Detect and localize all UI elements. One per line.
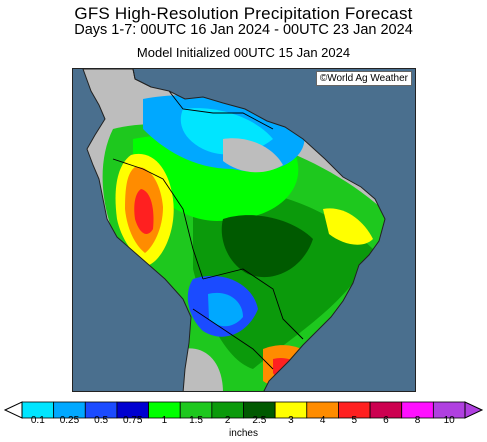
- forecast-period: Days 1-7: 00UTC 16 Jan 2024 - 00UTC 23 J…: [74, 22, 413, 38]
- colorbar-tick-label: 2: [224, 415, 231, 426]
- colorbar-units: inches: [229, 428, 258, 439]
- colorbar-tick-label: 1.5: [189, 415, 203, 426]
- precipitation-map: ©World Ag Weather: [72, 68, 416, 392]
- rain-2-5in-central: [221, 215, 313, 278]
- colorbar-tick-label: 0.75: [123, 415, 143, 426]
- colorbar-tick-label: 2.5: [252, 415, 267, 426]
- colorbar-tick-label: 0.25: [59, 415, 80, 426]
- rain-5in-andes: [134, 189, 154, 234]
- colorbar-left-arrow: [3, 401, 23, 419]
- colorbar-tick-label: 0.1: [30, 415, 45, 426]
- colorbar-tick-label: 10: [443, 415, 455, 426]
- colorbar-tick-label: 3: [288, 415, 294, 426]
- colorbar-right-arrow: [464, 401, 484, 419]
- colorbar-tick-label: 4: [319, 415, 326, 426]
- model-init-time: Model Initialized 00UTC 15 Jan 2024: [136, 45, 351, 60]
- south-america-map: [82, 69, 386, 391]
- dry-south: [183, 348, 223, 391]
- colorbar-tick-label: 8: [414, 415, 421, 426]
- colorbar-tick-label: 6: [383, 415, 389, 426]
- map-title: GFS High-Resolution Precipitation Foreca…: [74, 4, 413, 23]
- dry-north: [223, 138, 283, 173]
- colorbar-tick-label: 5: [351, 415, 358, 426]
- colorbar-cells: [21, 401, 466, 419]
- colorbar-tick-label: 0.5: [94, 415, 109, 426]
- rain-4in-south: [263, 345, 323, 389]
- colorbar-tick-label: 1: [161, 415, 168, 426]
- rain-3in-east: [323, 208, 373, 245]
- rain-0-25in-chaco: [208, 292, 243, 327]
- credit-label: ©World Ag Weather: [315, 71, 412, 86]
